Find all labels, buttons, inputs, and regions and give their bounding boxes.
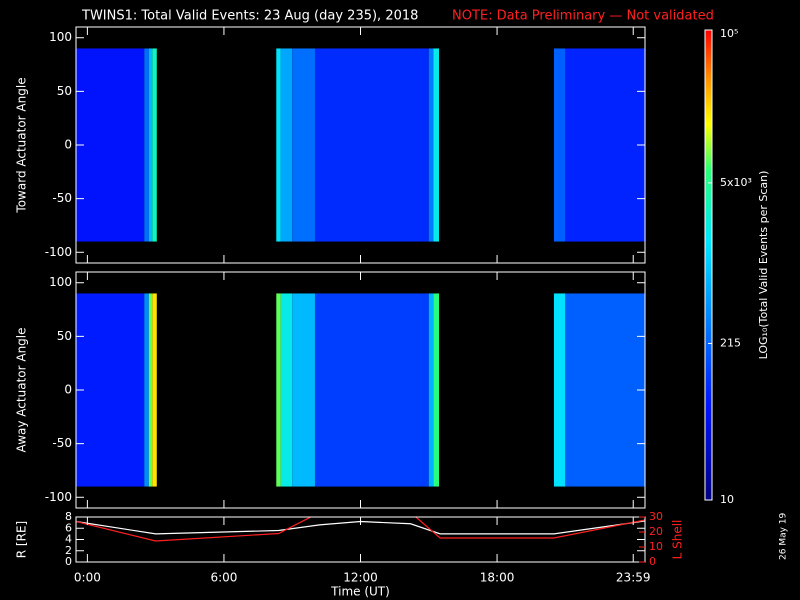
y2-tick-label: 0 — [649, 555, 656, 568]
heatmap-cell — [280, 293, 293, 487]
heatmap-cell — [433, 293, 440, 487]
colorbar — [704, 29, 713, 501]
x-tick-label: 23:59 — [616, 571, 651, 585]
heatmap-cell — [152, 48, 157, 242]
y-tick-label: 8 — [65, 510, 72, 523]
heatmap-cell — [314, 293, 429, 487]
y-tick-label: 0 — [65, 555, 72, 568]
heatmap-cell — [292, 293, 315, 487]
heatmap-cell — [148, 293, 153, 487]
y-tick-label: -100 — [45, 245, 72, 259]
y-tick-label: 50 — [57, 84, 72, 98]
y-axis-label: R [RE] — [15, 521, 29, 558]
colorbar-tick-label: 10⁵ — [720, 27, 738, 40]
y-axis-label: Away Actuator Angle — [15, 327, 29, 452]
heatmap-cell — [144, 48, 149, 242]
y2-tick-label: 20 — [649, 525, 663, 538]
heatmap-cell — [428, 48, 434, 242]
y-axis-label: Toward Actuator Angle — [15, 77, 29, 213]
heatmap-cell — [144, 293, 149, 487]
y-tick-label: 0 — [64, 383, 72, 397]
y2-tick-label: 30 — [649, 510, 663, 523]
y-tick-label: 6 — [65, 521, 72, 534]
date-stamp: 26 May 19 — [779, 512, 789, 560]
heatmap-cell — [152, 293, 157, 487]
heatmap-cell — [565, 293, 645, 487]
heatmap-cell — [276, 48, 281, 242]
note: NOTE: Data Preliminary — Not validated — [452, 9, 714, 24]
heatmap-cell — [433, 48, 440, 242]
y-tick-label: 100 — [49, 275, 72, 289]
heatmap-cell — [565, 48, 645, 242]
colorbar-label: LOG₁₀(Total Valid Events per Scan) — [757, 171, 770, 360]
heatmap-cell — [280, 48, 293, 242]
heatmap-cell — [76, 48, 145, 242]
y2-tick-label: 10 — [649, 540, 663, 553]
heatmap-cell — [428, 293, 434, 487]
heatmap-cell — [148, 48, 153, 242]
y-tick-label: 100 — [49, 30, 72, 44]
y-tick-label: -50 — [52, 191, 72, 205]
x-tick-label: 6:00 — [210, 571, 237, 585]
orbit-line — [76, 517, 645, 542]
y-tick-label: 2 — [65, 544, 72, 557]
heatmap-cell — [76, 293, 145, 487]
x-axis-label: Time (UT) — [330, 585, 390, 599]
heatmap-cell — [276, 293, 281, 487]
y2-axis-label: L Shell — [671, 520, 685, 560]
x-tick-label: 18:00 — [480, 571, 515, 585]
y-tick-label: -100 — [45, 490, 72, 504]
x-tick-label: 12:00 — [343, 571, 378, 585]
y-tick-label: 4 — [65, 533, 72, 546]
colorbar-tick-label: 215 — [720, 336, 741, 349]
heatmap-cell — [553, 48, 566, 242]
y-tick-label: 0 — [64, 138, 72, 152]
heatmap-cell — [314, 48, 429, 242]
chart-title: TWINS1: Total Valid Events: 23 Aug (day … — [81, 9, 418, 24]
colorbar-tick-label: 5x10³ — [720, 176, 752, 189]
colorbar-tick-label: 10 — [720, 493, 734, 506]
x-tick-label: 0:00 — [74, 571, 101, 585]
y-tick-label: -50 — [52, 436, 72, 450]
y-tick-label: 50 — [57, 329, 72, 343]
heatmap-cell — [553, 293, 566, 487]
heatmap-cell — [292, 48, 315, 242]
